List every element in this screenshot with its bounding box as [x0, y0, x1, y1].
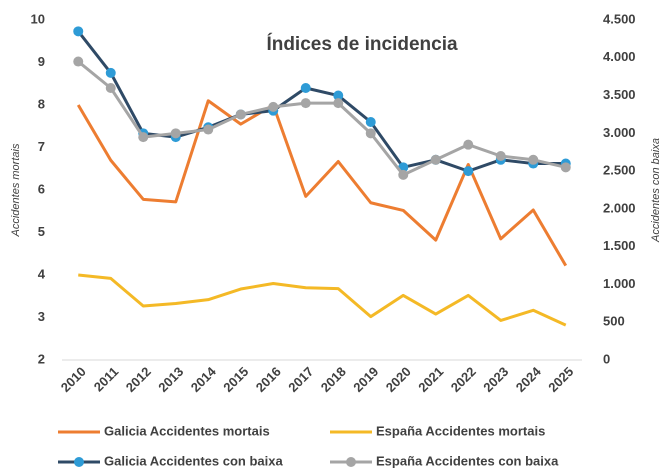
y2-tick-label: 3.500	[603, 87, 636, 102]
x-tick-label: 2023	[480, 364, 511, 395]
y2-tick-label: 1.500	[603, 238, 636, 253]
y-tick-label: 7	[38, 139, 45, 154]
legend-label: Galicia Accidentes mortais	[104, 423, 270, 438]
x-tick-label: 2024	[513, 363, 545, 395]
y2-tick-label: 500	[603, 314, 625, 329]
y-tick-label: 8	[38, 96, 45, 111]
series-marker	[333, 90, 344, 101]
series-marker	[300, 98, 311, 109]
series-marker	[365, 128, 376, 139]
series-marker	[73, 26, 84, 37]
legend-marker	[74, 457, 84, 467]
y-tick-label: 10	[31, 11, 45, 26]
series-marker	[495, 151, 506, 161]
x-tick-label: 2021	[415, 364, 446, 395]
x-tick-label: 2020	[383, 364, 414, 395]
series-marker	[170, 128, 181, 139]
y2-tick-label: 2.000	[603, 200, 636, 215]
y2-tick-label: 4.000	[603, 49, 636, 64]
y-axis-title: Accidentes mortais	[10, 143, 22, 237]
series-marker	[463, 139, 474, 150]
chart-title: Índices de incidencia	[266, 33, 458, 55]
series-marker	[300, 83, 311, 93]
series-marker	[268, 101, 279, 112]
series-marker	[105, 67, 116, 78]
x-tick-label: 2019	[350, 364, 381, 395]
x-tick-label: 2015	[220, 364, 251, 395]
x-tick-label: 2013	[155, 364, 186, 395]
legend-label: Galicia Accidentes con baixa	[104, 453, 283, 468]
legend-label: España Accidentes mortais	[376, 423, 545, 438]
series-marker	[463, 166, 474, 177]
series-marker	[73, 56, 84, 67]
x-tick-label: 2011	[91, 364, 122, 395]
y-tick-label: 5	[38, 224, 45, 239]
y-tick-label: 3	[38, 309, 45, 324]
y2-tick-label: 4.500	[603, 11, 636, 26]
y2-tick-label: 1.000	[603, 276, 636, 291]
series-line	[78, 273, 567, 327]
x-tick-label: 2017	[285, 364, 316, 395]
y2-tick-label: 2.500	[603, 163, 636, 178]
x-tick-label: 2014	[188, 363, 220, 395]
series-marker	[560, 162, 571, 173]
x-tick-label: 2010	[58, 364, 89, 395]
x-tick-label: 2022	[448, 364, 479, 395]
y-tick-label: 2	[38, 351, 45, 366]
series-marker	[105, 83, 116, 93]
y-tick-label: 4	[38, 266, 46, 281]
series-line	[76, 99, 568, 267]
x-tick-label: 2018	[318, 364, 349, 395]
series-marker	[333, 98, 344, 109]
legend-marker	[346, 457, 356, 467]
series-marker	[203, 124, 214, 135]
series-line	[77, 60, 567, 177]
x-tick-label: 2012	[123, 364, 154, 395]
x-tick-label: 2025	[545, 364, 576, 395]
series-marker	[365, 117, 376, 127]
series-marker	[235, 109, 246, 120]
y2-axis-title: Accidentes con baixa	[650, 138, 662, 243]
y-tick-label: 9	[38, 54, 45, 69]
series-marker	[430, 154, 441, 165]
y-tick-label: 6	[38, 181, 45, 196]
legend-label: España Accidentes con baixa	[376, 453, 559, 468]
series-marker	[138, 132, 149, 143]
y2-tick-label: 3.000	[603, 125, 636, 140]
y2-tick-label: 0	[603, 351, 610, 366]
series-marker	[528, 154, 539, 165]
x-tick-label: 2016	[253, 364, 284, 395]
series-marker	[398, 169, 409, 180]
